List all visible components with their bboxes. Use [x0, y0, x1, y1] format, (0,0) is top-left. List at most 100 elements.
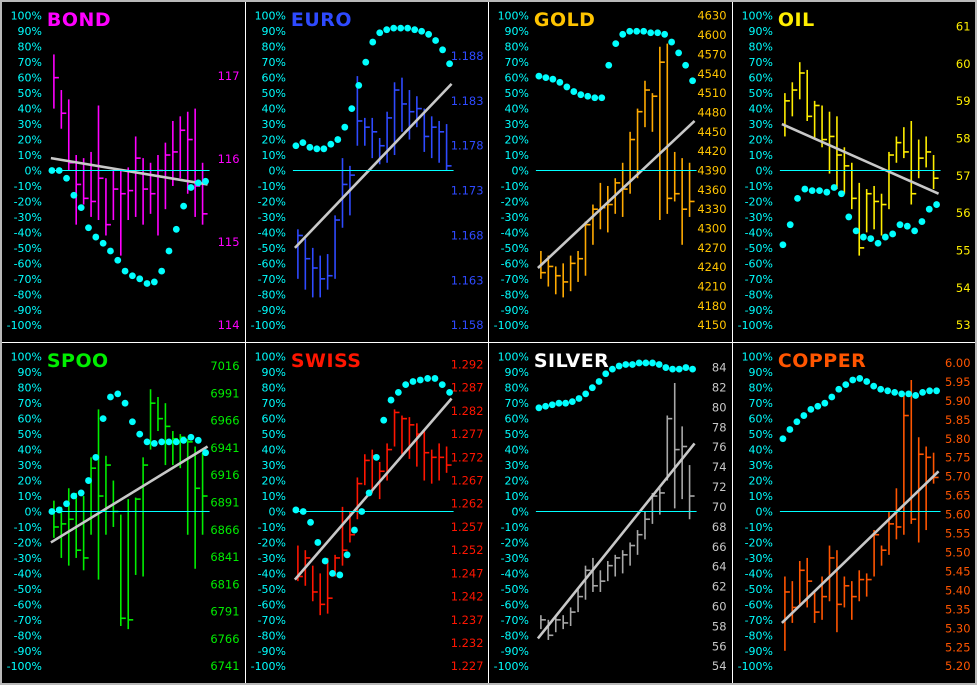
- oscillator-dot: [136, 430, 144, 438]
- oscillator-dot: [822, 188, 830, 196]
- panel-spoo[interactable]: 100% 90% 80% 70% 60% 50% 40% 30% 20% 10% 0% -10% -20…: [2, 343, 245, 683]
- trend-line: [293, 397, 453, 581]
- oscillator-dot: [662, 364, 670, 371]
- oscillator-dot: [143, 280, 151, 287]
- left-axis-label: -80%: [744, 288, 772, 301]
- oscillator-dot: [382, 26, 390, 34]
- left-axis-label: -90%: [14, 645, 42, 658]
- left-axis-label: 30%: [18, 118, 42, 131]
- panel-bond[interactable]: 100% 90% 80% 70% 60% 50% 40% 30% 20% 10% 0% -10% -20…: [2, 2, 245, 342]
- oscillator-dot: [866, 235, 874, 242]
- oscillator-dot: [292, 506, 299, 514]
- oscillator-dot: [640, 27, 648, 35]
- right-axis-label: 54: [955, 281, 970, 295]
- panel-euro[interactable]: 100% 90% 80% 70% 60% 50% 40% 30% 20% 10% 0% -10% -20…: [245, 2, 488, 342]
- oscillator-dot: [588, 384, 596, 392]
- oscillator-dot: [326, 140, 334, 148]
- right-axis-label: 56: [712, 639, 727, 653]
- oscillator-dot: [99, 239, 107, 247]
- left-axis-label: -40%: [257, 567, 285, 580]
- left-axis-label: -30%: [257, 552, 285, 565]
- oscillator-dot: [306, 518, 314, 526]
- oscillator-dot: [375, 29, 383, 37]
- right-axis-label: 6866: [210, 523, 239, 537]
- oscillator-dot: [389, 24, 397, 32]
- oscillator-dot: [925, 205, 933, 213]
- left-axis-label: -50%: [14, 583, 42, 596]
- right-axis-label: 4270: [697, 241, 726, 255]
- right-axis-label: 80: [712, 400, 727, 414]
- oscillator-dot: [343, 551, 351, 559]
- oscillator-dot: [668, 38, 676, 46]
- right-axis-label: 5.40: [944, 583, 970, 597]
- oscillator-dot: [855, 375, 863, 382]
- right-axis-label: 6891: [210, 495, 239, 509]
- oscillator-dot: [837, 190, 845, 198]
- right-axis-label: 82: [712, 380, 727, 394]
- oscillator-dot: [602, 370, 610, 378]
- right-axis-label: 1.158: [450, 318, 483, 332]
- right-axis-label: 60: [955, 57, 970, 71]
- oscillator-dot: [387, 396, 394, 404]
- oscillator-dot: [582, 390, 590, 398]
- left-axis-label: 40%: [505, 103, 529, 116]
- right-axis-label: 1.173: [450, 184, 483, 198]
- panel-copper[interactable]: 100% 90% 80% 70% 60% 50% 40% 30% 20% 10% 0% -10% -20…: [732, 343, 975, 683]
- left-axis-label: 70%: [505, 397, 529, 410]
- left-axis-label: -90%: [744, 304, 772, 317]
- panel-gold[interactable]: 100% 90% 80% 70% 60% 50% 40% 30% 20% 10% 0% -10% -20…: [489, 2, 732, 342]
- oscillator-dot: [396, 24, 404, 32]
- right-axis-label: 1.292: [450, 357, 483, 371]
- right-axis-label: 76: [712, 440, 727, 454]
- oscillator-dot: [874, 239, 881, 247]
- oscillator-dot: [542, 402, 549, 410]
- panel-swiss[interactable]: 100% 90% 80% 70% 60% 50% 40% 30% 20% 10% 0% -10% -20…: [245, 343, 488, 683]
- oscillator-dot: [609, 365, 616, 373]
- oscillator-dot: [55, 167, 63, 174]
- left-axis-label: -40%: [257, 226, 285, 239]
- left-axis-label: -70%: [501, 614, 529, 627]
- oscillator-dot: [129, 418, 136, 426]
- oscillator-dot: [48, 167, 56, 174]
- right-axis-label: 117: [218, 69, 240, 83]
- right-axis-label: 1.237: [450, 613, 483, 627]
- oscillator-dot: [312, 145, 320, 153]
- oscillator-dot: [313, 539, 321, 546]
- right-axis-label: 6816: [210, 577, 239, 591]
- oscillator-dot: [799, 412, 807, 419]
- left-axis-label: -10%: [14, 180, 42, 193]
- right-axis-label: 1.287: [450, 381, 483, 395]
- right-axis-label: 5.60: [944, 508, 970, 522]
- left-axis-label: -50%: [501, 242, 529, 255]
- trend-line: [50, 445, 209, 544]
- panel-silver[interactable]: 100% 90% 80% 70% 60% 50% 40% 30% 20% 10% 0% -10% -20…: [489, 343, 732, 683]
- oscillator-dot: [911, 392, 919, 399]
- right-axis-label: 1.168: [450, 228, 483, 242]
- panel-title: EURO: [290, 9, 351, 31]
- right-axis-label: 58: [712, 619, 727, 633]
- panel-title: BOND: [47, 9, 111, 31]
- right-axis-label: 70: [712, 500, 727, 514]
- oscillator-dot: [642, 359, 650, 367]
- left-axis-label: 10%: [748, 149, 772, 162]
- right-axis-label: 5.55: [944, 527, 970, 541]
- chart-canvas: 100% 90% 80% 70% 60% 50% 40% 30% 20% 10% 0% -10% -20…: [250, 350, 483, 673]
- left-axis-label: 30%: [505, 118, 529, 131]
- left-axis-label: -100%: [7, 660, 42, 673]
- left-axis-label: 20%: [18, 475, 42, 488]
- oscillator-dot: [682, 364, 690, 371]
- left-axis-label: 90%: [18, 25, 42, 38]
- left-axis-label: 20%: [505, 475, 529, 488]
- left-axis-label: 60%: [261, 72, 285, 85]
- right-axis-label: 4510: [697, 86, 726, 100]
- oscillator-dot: [862, 378, 870, 385]
- oscillator-dot: [615, 362, 623, 370]
- oscillator-dot: [172, 438, 180, 446]
- left-axis-label: 80%: [18, 41, 42, 54]
- oscillator-dot: [612, 40, 620, 48]
- oscillator-dot: [361, 58, 369, 66]
- panel-oil[interactable]: 100% 90% 80% 70% 60% 50% 40% 30% 20% 10% 0% -10% -20…: [732, 2, 975, 342]
- right-axis-label: 6791: [210, 605, 239, 619]
- oscillator-dot: [63, 174, 70, 182]
- oscillator-dot: [99, 415, 107, 423]
